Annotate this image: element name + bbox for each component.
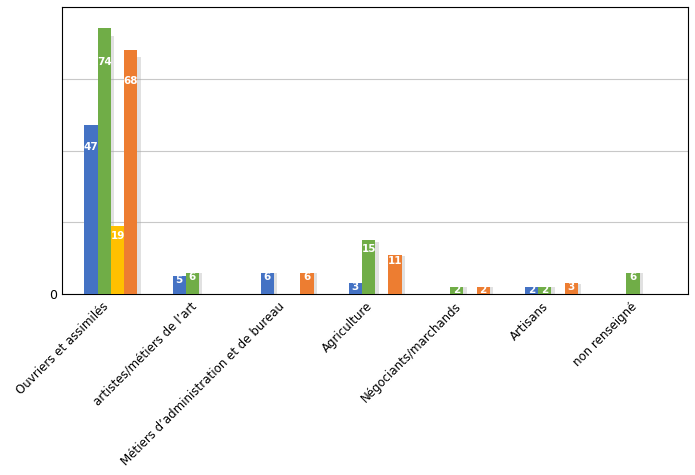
Bar (304, 273, 317, 294)
Bar (114, 228, 127, 294)
Bar (565, 284, 578, 294)
Bar (261, 273, 274, 294)
Text: 5: 5 (176, 275, 183, 285)
Bar (300, 273, 313, 294)
Text: 6: 6 (630, 272, 637, 282)
Text: 19: 19 (111, 231, 124, 241)
Text: 15: 15 (361, 244, 376, 254)
Bar (352, 284, 366, 294)
Bar (366, 242, 379, 294)
Bar (127, 57, 140, 294)
Bar (630, 273, 643, 294)
Bar (176, 277, 189, 294)
Bar (541, 287, 555, 294)
Text: 6: 6 (303, 272, 311, 282)
Text: 47: 47 (83, 142, 99, 152)
Text: 6: 6 (263, 272, 271, 282)
Bar (362, 240, 375, 294)
Bar (480, 287, 493, 294)
Bar (453, 287, 466, 294)
Text: 6: 6 (189, 272, 196, 282)
Bar (477, 287, 490, 294)
Text: 3: 3 (352, 282, 359, 292)
Bar (88, 131, 101, 294)
Bar (172, 276, 186, 294)
Text: 68: 68 (124, 76, 138, 86)
Bar (626, 273, 639, 294)
Bar (101, 37, 114, 294)
Text: 74: 74 (97, 57, 112, 67)
Bar (85, 125, 98, 294)
Bar (264, 273, 277, 294)
Bar (349, 284, 362, 294)
Bar (528, 287, 541, 294)
Bar (392, 256, 405, 294)
Bar (189, 273, 202, 294)
Bar (98, 28, 111, 294)
Text: 11: 11 (388, 256, 402, 266)
Bar (538, 287, 551, 294)
Text: 2: 2 (453, 285, 460, 294)
Bar (111, 226, 124, 294)
Text: 2: 2 (528, 285, 535, 294)
Text: 2: 2 (541, 285, 548, 294)
Bar (450, 287, 464, 294)
Bar (568, 284, 581, 294)
Text: 2: 2 (480, 285, 486, 294)
Bar (124, 50, 138, 294)
Bar (389, 255, 402, 294)
Bar (186, 273, 199, 294)
Text: 3: 3 (568, 282, 575, 292)
Bar (525, 287, 538, 294)
